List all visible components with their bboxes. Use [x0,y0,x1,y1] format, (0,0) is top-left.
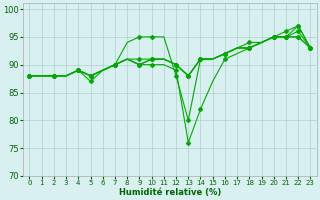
X-axis label: Humidité relative (%): Humidité relative (%) [119,188,221,197]
